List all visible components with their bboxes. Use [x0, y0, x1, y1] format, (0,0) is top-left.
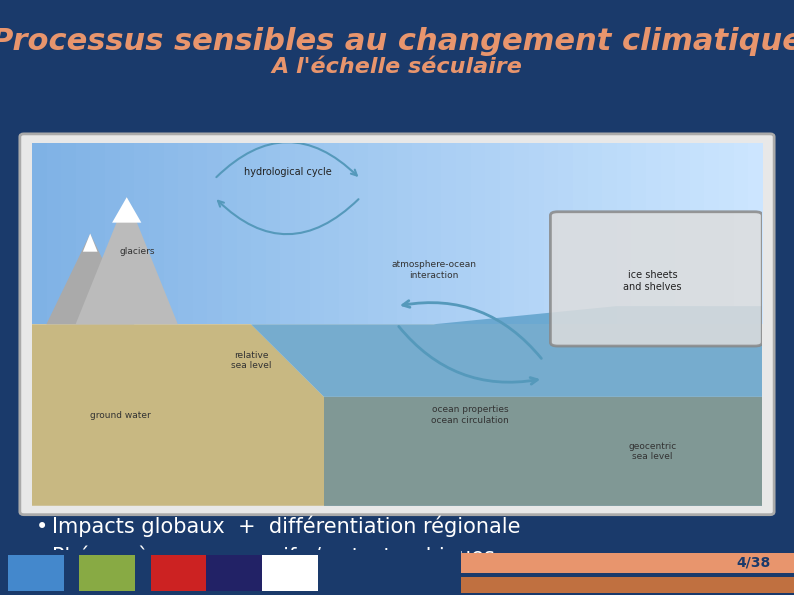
- Bar: [461, 553, 794, 572]
- Text: A l'échelle séculaire: A l'échelle séculaire: [272, 57, 522, 77]
- Text: ground water: ground water: [91, 411, 151, 419]
- FancyBboxPatch shape: [20, 134, 774, 515]
- Bar: [151, 555, 206, 590]
- Text: •: •: [36, 546, 48, 566]
- Text: hydrological cycle: hydrological cycle: [244, 167, 331, 177]
- Polygon shape: [32, 324, 762, 506]
- FancyArrowPatch shape: [399, 327, 538, 384]
- Polygon shape: [112, 198, 141, 223]
- Text: Phénomènes progressifs / catastrophiques: Phénomènes progressifs / catastrophiques: [52, 546, 495, 567]
- Text: Processus sensibles au changement climatique: Processus sensibles au changement climat…: [0, 27, 794, 56]
- FancyArrowPatch shape: [218, 199, 359, 234]
- FancyBboxPatch shape: [550, 212, 762, 346]
- Text: •: •: [36, 516, 48, 537]
- Bar: [262, 555, 318, 590]
- FancyArrowPatch shape: [216, 142, 357, 177]
- Text: 4/38: 4/38: [736, 556, 770, 570]
- Text: Impacts globaux  +  différentiation régionale: Impacts globaux + différentiation région…: [52, 516, 520, 537]
- Text: geocentric
sea level: geocentric sea level: [629, 441, 676, 461]
- Text: relative
sea level: relative sea level: [230, 351, 272, 370]
- Text: ice sheets
and shelves: ice sheets and shelves: [623, 270, 682, 292]
- Polygon shape: [324, 397, 762, 506]
- Polygon shape: [83, 233, 98, 252]
- Polygon shape: [251, 306, 762, 397]
- Text: glaciers: glaciers: [119, 247, 155, 256]
- Polygon shape: [75, 198, 178, 324]
- Bar: [0, 550, 461, 595]
- Bar: [206, 555, 262, 590]
- Polygon shape: [46, 233, 134, 324]
- Text: atmosphere-ocean
interaction: atmosphere-ocean interaction: [391, 260, 476, 280]
- Bar: [79, 555, 135, 590]
- Bar: [8, 555, 64, 590]
- Text: ocean properties
ocean circulation: ocean properties ocean circulation: [431, 405, 509, 425]
- FancyArrowPatch shape: [403, 300, 542, 358]
- Bar: [461, 577, 794, 593]
